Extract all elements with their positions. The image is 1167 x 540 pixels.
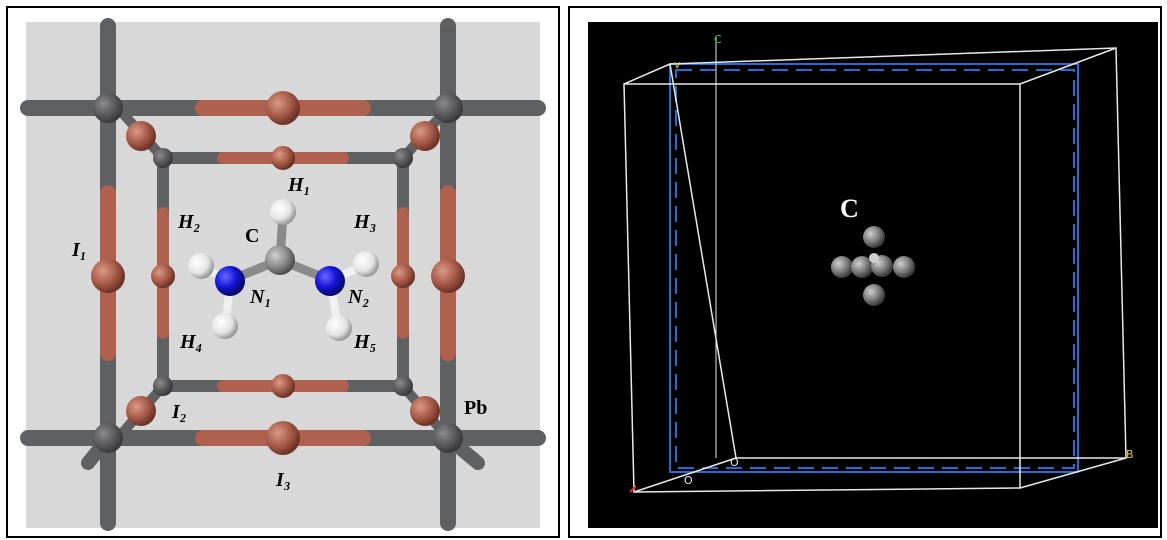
axis-a-marker [629, 485, 637, 493]
left-panel-crystal-model: H₁ H₂ H₃ H₄ H₅ C N₁ N₂ I₁ I₂ I₃ Pb [6, 6, 560, 538]
hydrogen-atom-h2 [188, 253, 214, 279]
label-pb: Pb [464, 397, 487, 419]
hydrogen-atom-h1 [270, 199, 296, 225]
label-n2: N₂ [347, 286, 369, 308]
label-i2: I₂ [171, 401, 187, 423]
label-i1: I₁ [71, 239, 87, 261]
carbon-cluster [831, 226, 915, 306]
cage-structure-diagram: H₁ H₂ H₃ H₄ H₅ C N₁ N₂ I₁ I₂ I₃ Pb [20, 18, 546, 531]
hydrogen-atom-h3 [353, 251, 379, 277]
simulation-box-diagram: C C B O O v [588, 22, 1158, 528]
label-h4: H₄ [179, 331, 203, 353]
label-h2: H₂ [177, 211, 201, 233]
right-panel-simulation-box: C C B O O v [568, 6, 1162, 538]
origin-label: O [684, 474, 693, 487]
formamidinium-molecule [188, 199, 379, 341]
label-h5: H₅ [353, 331, 377, 353]
box-wireframe [623, 36, 1127, 493]
label-n1: N₁ [249, 286, 271, 308]
carbon-atom [265, 245, 295, 275]
unit-cell-outline [669, 63, 1079, 473]
label-carbon: C [840, 194, 859, 223]
front-iodine-atoms [91, 91, 465, 455]
back-lead-atoms [153, 148, 413, 396]
nitrogen-atom-n2 [315, 266, 345, 296]
axis-label-c: C [714, 33, 722, 46]
nitrogen-atom-n1 [215, 266, 245, 296]
back-iodine-atoms [126, 121, 440, 426]
hydrogen-atom-h5 [326, 315, 352, 341]
label-carbon: C [245, 225, 259, 247]
hydrogen-atom-h4 [212, 313, 238, 339]
label-i3: I₃ [275, 469, 291, 491]
origin-label-back: O [730, 456, 739, 469]
axis-marker-top: v [674, 58, 681, 71]
axis-label-b: B [1126, 448, 1134, 461]
label-h1: H₁ [287, 174, 311, 196]
front-lead-atoms [93, 93, 463, 453]
label-h3: H₃ [353, 211, 377, 233]
viewport-background [588, 22, 1158, 528]
